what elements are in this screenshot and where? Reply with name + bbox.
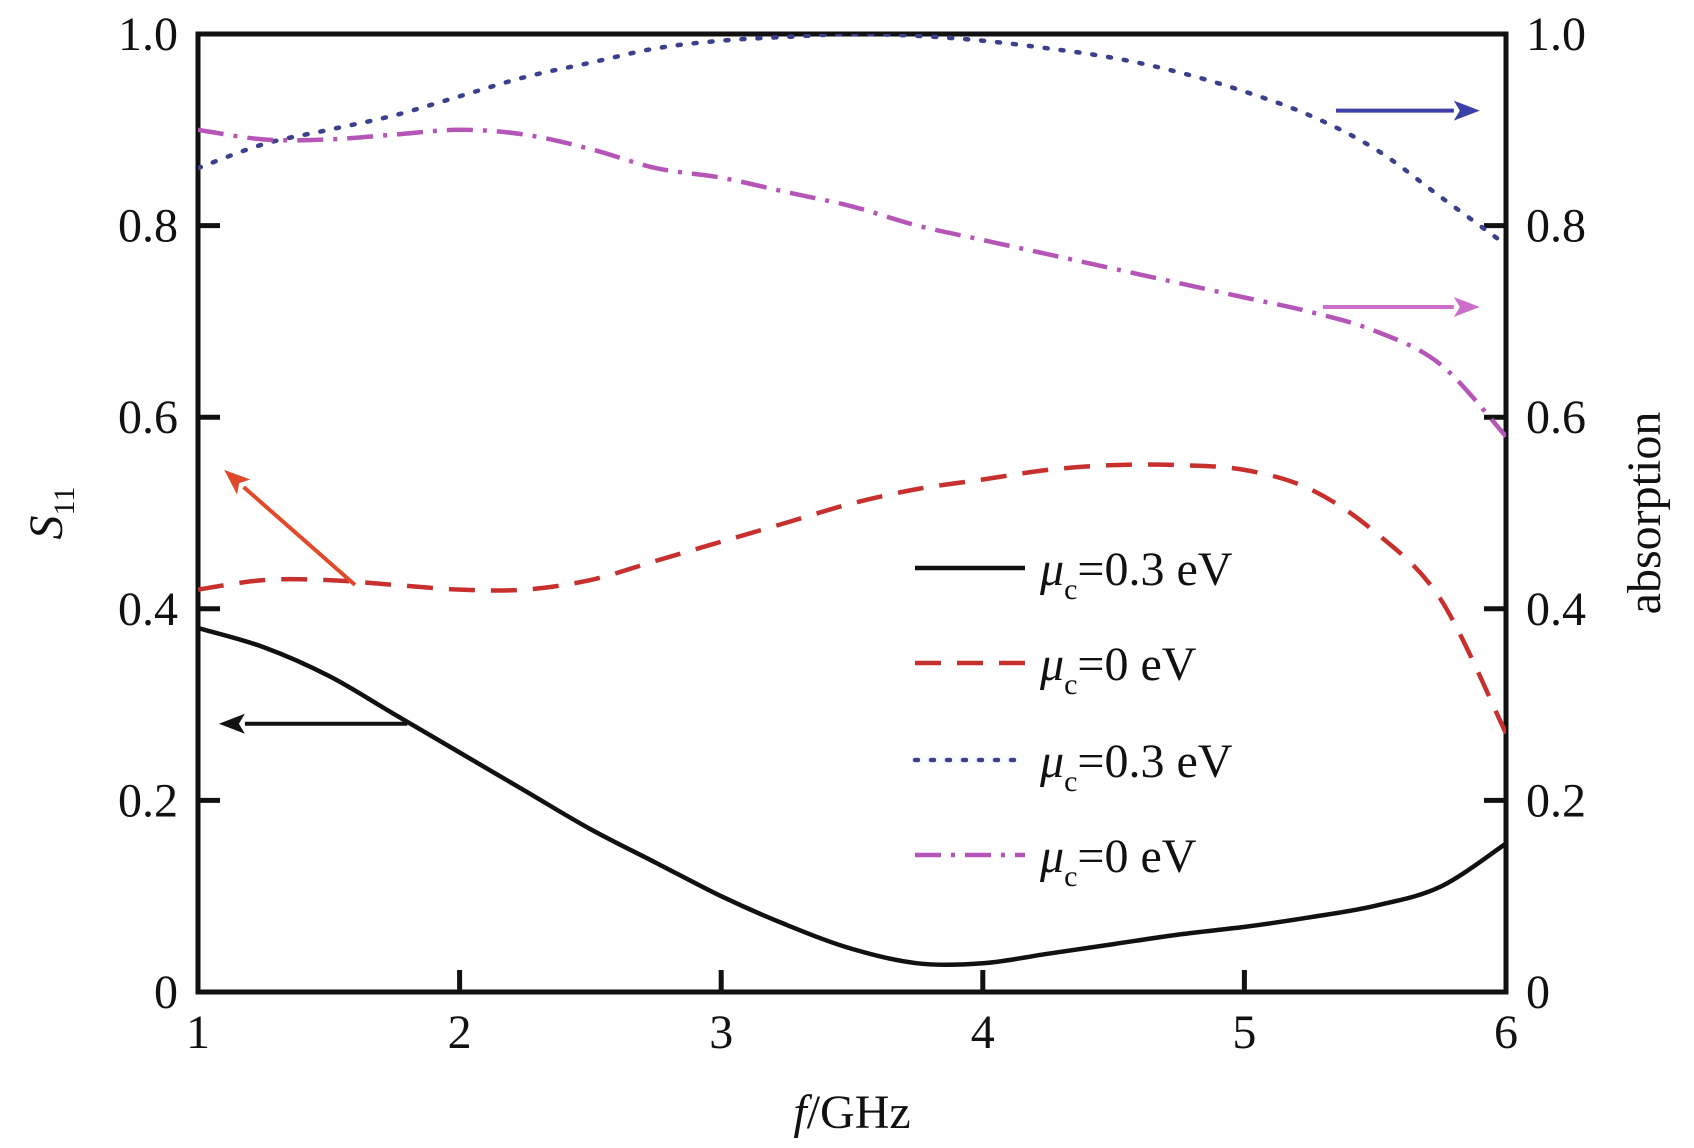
- plot-frame: [195, 31, 1509, 995]
- y-tick-label-right: 0.6: [1526, 391, 1586, 444]
- series-layer: [198, 34, 1506, 968]
- x-tick-label: 3: [709, 1006, 733, 1059]
- legend-rest-1: =0 eV: [1077, 638, 1196, 691]
- y-tick-label-right: 0.2: [1526, 774, 1586, 827]
- legend-mu-3: μ: [1039, 830, 1064, 883]
- tick-labels: 1 2 3 4 5 600.20.40.60.81.000.20.40.60.81.0: [118, 8, 1586, 1059]
- legend-rest-0: =0.3 eV: [1077, 543, 1232, 596]
- series-line-0: [198, 625, 1506, 968]
- y-tick-label-left: 0: [154, 966, 178, 1019]
- legend-label-series-1: μc=0 eV: [1039, 638, 1197, 701]
- x-axis-label-rest: /GHz: [807, 1086, 911, 1139]
- x-tick-label: 6: [1494, 1006, 1518, 1059]
- x-tick-label: 1: [186, 1006, 210, 1059]
- series-line-3: [198, 127, 1506, 438]
- legend-mu-2: μ: [1039, 735, 1064, 788]
- legend: μc=0.3 eV μc=0 eV μc=0.3 eV μc=0 eV: [912, 543, 1233, 893]
- y-tick-label-right: 1.0: [1526, 8, 1586, 61]
- y-axis-label-left: S11: [20, 487, 81, 540]
- y-tick-label-left: 0.6: [118, 391, 178, 444]
- x-tick-label: 2: [448, 1006, 472, 1059]
- x-axis-label: f/GHz: [793, 1086, 910, 1139]
- legend-sub-0: c: [1064, 573, 1077, 606]
- legend-rest-2: =0.3 eV: [1077, 735, 1232, 788]
- annotations: [218, 100, 1480, 734]
- x-tick-label: 4: [971, 1006, 995, 1059]
- y-axis-label-left-sub: 11: [48, 487, 81, 516]
- legend-sub-3: c: [1064, 860, 1077, 893]
- legend-sub-1: c: [1064, 668, 1077, 701]
- series-line-1: [198, 462, 1506, 735]
- arrow-head-2: [1453, 100, 1480, 121]
- series-line-2: [198, 34, 1506, 248]
- legend-mu-0: μ: [1039, 543, 1064, 596]
- x-tick-label: 5: [1232, 1006, 1256, 1059]
- y-tick-label-left: 1.0: [118, 8, 178, 61]
- legend-label-series-2: μc=0.3 eV: [1039, 735, 1233, 798]
- ticks: [195, 31, 1509, 995]
- y-tick-label-right: 0.8: [1526, 200, 1586, 253]
- y-tick-label-left: 0.2: [118, 774, 178, 827]
- arrow-head-3: [1453, 297, 1480, 317]
- y-axis-label-right: absorption: [1618, 412, 1671, 615]
- legend-mu-1: μ: [1039, 638, 1064, 691]
- legend-label-series-0: μc=0.3 eV: [1039, 543, 1233, 606]
- arrow-shaft-1: [242, 485, 357, 587]
- legend-sub-2: c: [1064, 765, 1077, 798]
- arrow-head-1: [224, 469, 251, 495]
- legend-label-series-3: μc=0 eV: [1039, 830, 1197, 893]
- y-tick-label-left: 0.4: [118, 583, 178, 636]
- y-tick-label-left: 0.8: [118, 200, 178, 253]
- y-tick-label-right: 0.4: [1526, 583, 1586, 636]
- legend-rest-3: =0 eV: [1077, 830, 1196, 883]
- arrow-head-0: [218, 713, 245, 734]
- y-axis-label-left-main: S: [20, 515, 73, 539]
- y-tick-label-right: 0: [1526, 966, 1550, 1019]
